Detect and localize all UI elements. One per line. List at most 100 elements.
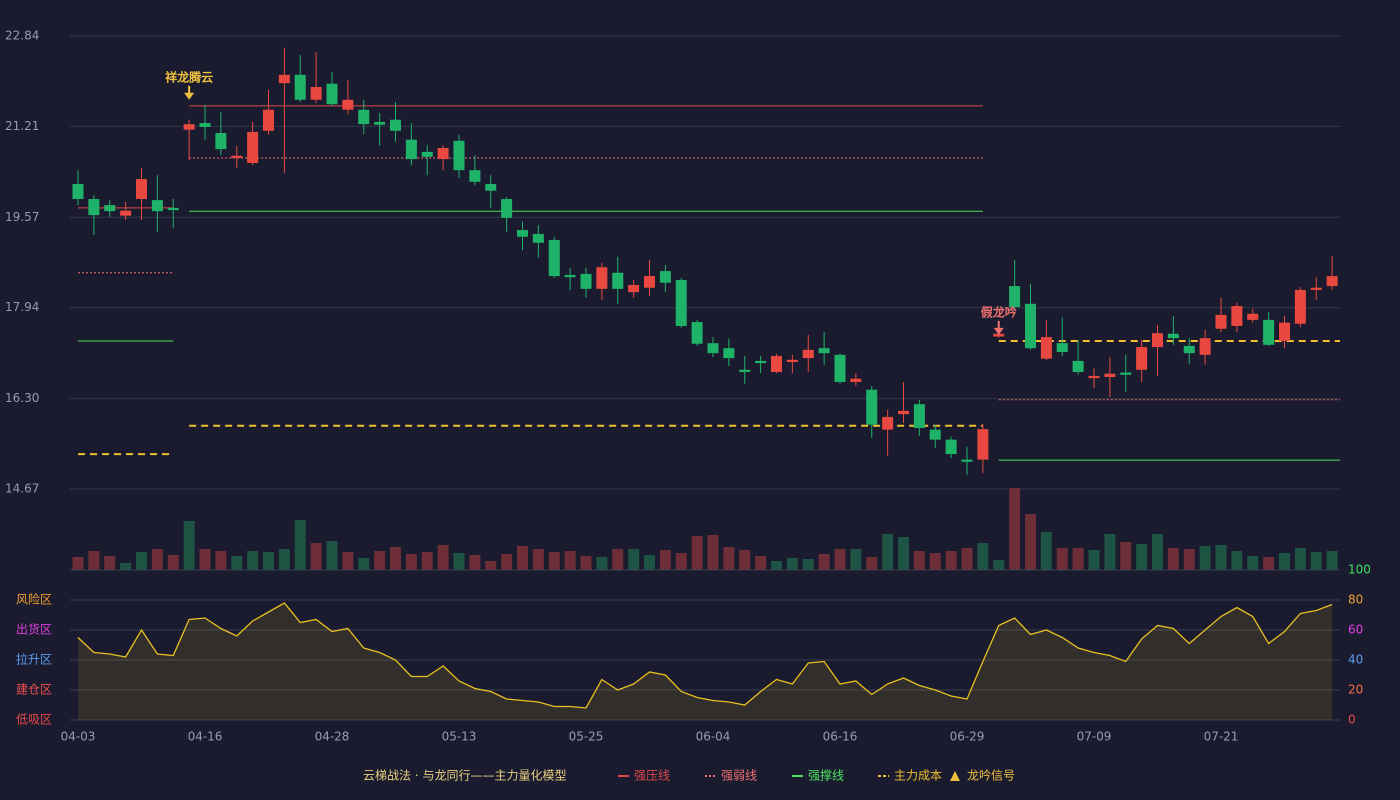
candle-body [120, 210, 132, 216]
x-tick-label: 04-16 [188, 730, 223, 744]
legend-label: 龙吟信号 [967, 768, 1015, 783]
candle-body [1247, 313, 1259, 320]
volume-bar [326, 541, 338, 570]
candle-body [1310, 287, 1322, 290]
legend-label: 强压线 [634, 769, 670, 783]
candle-body [675, 279, 687, 326]
candle-body [961, 459, 973, 462]
candle-body [659, 271, 671, 283]
volume-bar [723, 547, 735, 570]
candle-body [834, 354, 846, 382]
candle-body [1136, 347, 1148, 370]
candle-body [802, 349, 814, 359]
zone-label: 拉升区 [16, 652, 52, 667]
candle-body [564, 274, 576, 278]
legend-label: 主力成本 [894, 769, 942, 783]
volume-bar [183, 521, 195, 570]
legend-label: 强弱线 [721, 769, 757, 783]
candle-body [215, 133, 227, 150]
volume-bar [1294, 548, 1306, 570]
volume-bar [1009, 488, 1021, 570]
volume-bar [612, 549, 624, 570]
y-tick-label: 22.84 [5, 29, 39, 43]
candle-body [882, 416, 894, 430]
zone-label: 风险区 [16, 592, 52, 607]
candle-body [913, 404, 925, 429]
candle-body [501, 199, 513, 218]
volume-bar [199, 549, 211, 570]
candle-body [437, 148, 449, 160]
candle-body [136, 179, 147, 200]
signal-label: 祥龙腾云 [165, 69, 213, 84]
volume-bar [644, 555, 655, 570]
volume-bar [485, 561, 497, 570]
volume-bar [977, 543, 989, 570]
candle-body [707, 343, 719, 354]
volume-bar [961, 548, 973, 570]
y-tick-label: 14.67 [5, 482, 39, 496]
candle-body [263, 109, 274, 131]
candle-body [739, 369, 751, 373]
x-tick-label: 07-21 [1204, 730, 1239, 744]
signal-arrow [993, 327, 1004, 335]
volume-bar [247, 551, 259, 570]
volume-bar [374, 551, 386, 570]
signal-label: 假龙吟 [981, 304, 1017, 319]
candle-body [485, 184, 497, 191]
volume-bar [421, 552, 433, 570]
candle-body [294, 74, 306, 100]
y2-tick-label: 100 [1348, 563, 1371, 577]
candle-body [1167, 333, 1179, 339]
volume-bar [1199, 546, 1211, 570]
candle-body [183, 124, 195, 130]
candle-body [405, 139, 417, 160]
candle-body [1294, 289, 1306, 324]
volume-bar [802, 559, 814, 570]
candle-body [1056, 343, 1068, 353]
candle-body [151, 200, 163, 212]
volume-bar [548, 552, 560, 570]
volume-bar [151, 549, 163, 570]
candle-body [866, 389, 878, 425]
candle-body [310, 87, 322, 100]
y2-tick-label: 0 [1348, 713, 1356, 727]
volume-bar [405, 554, 417, 570]
volume-bar [771, 561, 782, 570]
volume-bar [945, 551, 957, 570]
volume-bar [1279, 553, 1290, 570]
candle-body [818, 348, 830, 354]
zone-label: 出货区 [16, 622, 52, 637]
volume-bar [358, 558, 370, 570]
volume-bar [1056, 548, 1068, 570]
volume-bar [596, 557, 608, 570]
volume-bar [1040, 532, 1052, 570]
volume-bar [691, 536, 703, 570]
candle-body [1231, 306, 1243, 326]
y2-tick-label: 60 [1348, 623, 1363, 637]
x-tick-label: 04-03 [61, 730, 96, 744]
volume-bar [755, 556, 767, 570]
volume-bar [628, 549, 640, 570]
candle-body [374, 121, 386, 125]
volume-bar [167, 555, 179, 570]
candle-body [628, 284, 640, 293]
candle-body [469, 170, 481, 182]
candle-body [929, 429, 941, 440]
volume-bar [993, 560, 1005, 570]
candle-body [755, 360, 767, 364]
candle-body [453, 140, 465, 171]
volume-bar [342, 552, 354, 570]
candle-body [247, 131, 259, 163]
candle-body [278, 74, 290, 84]
volume-bar [913, 551, 925, 570]
volume-bar [1183, 549, 1195, 570]
x-tick-label: 06-04 [696, 730, 731, 744]
volume-bar [1152, 534, 1163, 570]
candle-body [421, 151, 433, 157]
x-tick-label: 07-09 [1077, 730, 1112, 744]
volume-bar [1120, 542, 1132, 570]
candle-body [72, 184, 84, 200]
y-tick-label: 19.57 [5, 210, 39, 224]
